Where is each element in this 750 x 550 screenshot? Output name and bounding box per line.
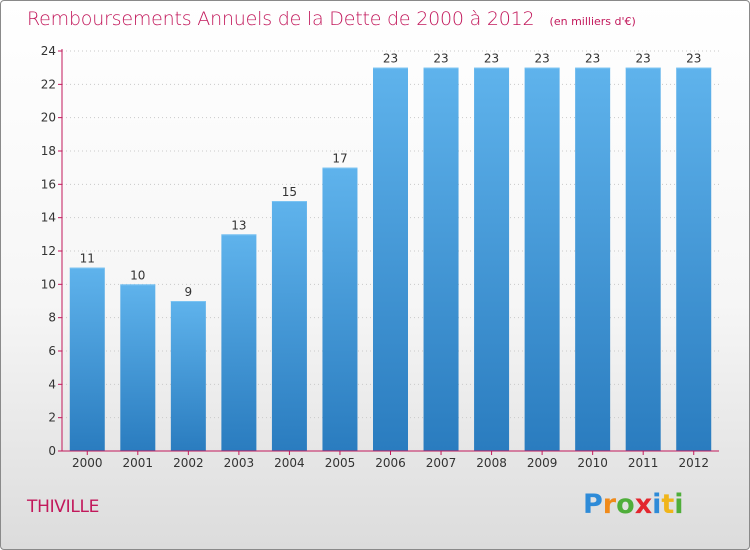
x-tick-label: 2010	[577, 456, 608, 470]
x-tick-label: 2011	[628, 456, 659, 470]
y-tick-label: 4	[48, 377, 56, 391]
bar	[271, 201, 307, 451]
chart-title-row: Remboursements Annuels de la Dette de 20…	[27, 8, 636, 30]
bar	[373, 67, 408, 452]
y-tick-label: 20	[41, 111, 56, 125]
y-tick-label: 2	[48, 411, 56, 425]
x-tick-label: 2012	[678, 456, 709, 470]
bar	[625, 67, 661, 452]
y-tick-label: 0	[48, 444, 56, 458]
data-label: 13	[231, 218, 246, 232]
x-tick-label: 2003	[224, 456, 255, 470]
y-tick-label: 16	[41, 177, 56, 191]
data-label: 23	[585, 52, 600, 66]
y-tick-label: 10	[41, 277, 56, 291]
bar	[474, 67, 510, 452]
x-tick-label: 2005	[325, 456, 356, 470]
y-tick-label: 24	[41, 44, 56, 58]
bar	[676, 67, 712, 452]
chart-subtitle: (en milliers d'€)	[549, 15, 636, 28]
bar	[170, 301, 206, 451]
data-label: 11	[80, 252, 95, 266]
y-tick-label: 12	[41, 244, 56, 258]
x-tick-label: 2007	[426, 456, 457, 470]
bar	[322, 167, 358, 451]
y-tick-label: 8	[48, 311, 56, 325]
data-label: 9	[185, 285, 193, 299]
chart-title: Remboursements Annuels de la Dette de 20…	[27, 8, 535, 30]
data-label: 15	[282, 185, 297, 199]
data-label: 23	[534, 52, 549, 66]
data-label: 23	[383, 52, 398, 66]
bar	[221, 234, 257, 451]
x-tick-label: 2000	[72, 456, 103, 470]
x-tick-label: 2001	[123, 456, 154, 470]
x-tick-label: 2008	[476, 456, 507, 470]
x-tick-label: 2009	[527, 456, 558, 470]
bar	[120, 284, 156, 451]
y-tick-label: 6	[48, 344, 56, 358]
x-tick-label: 2004	[274, 456, 305, 470]
data-label: 23	[484, 52, 499, 66]
bar	[423, 67, 459, 452]
data-label: 23	[433, 52, 448, 66]
x-tick-label: 2002	[173, 456, 204, 470]
data-label: 10	[130, 268, 145, 282]
y-tick-label: 22	[41, 77, 56, 91]
data-label: 23	[686, 52, 701, 66]
data-label: 17	[332, 152, 347, 166]
y-tick-label: 18	[41, 144, 56, 158]
bar	[524, 67, 560, 452]
bar	[575, 67, 611, 452]
y-tick-label: 14	[41, 211, 56, 225]
data-label: 23	[636, 52, 651, 66]
commune-name: THIVILLE	[27, 497, 100, 517]
proxiti-logo: Proxiti	[583, 489, 684, 520]
x-tick-label: 2006	[375, 456, 406, 470]
bar	[69, 267, 105, 451]
